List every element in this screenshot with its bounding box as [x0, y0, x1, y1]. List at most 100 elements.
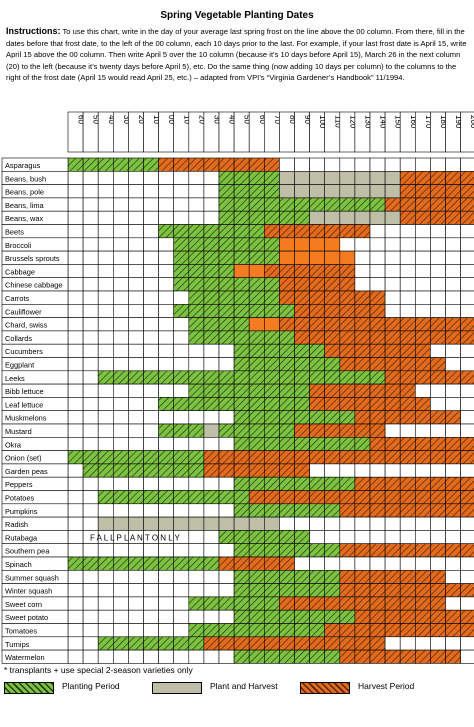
planting-cell: [294, 609, 310, 624]
harvest-cell: [354, 636, 371, 651]
harvest-cell: [399, 197, 416, 212]
crop-label: Brussels sprouts: [5, 254, 60, 263]
planting-cell: [218, 490, 235, 505]
empty-cell: [188, 171, 205, 185]
harvest-cell: [399, 503, 416, 518]
empty-cell: [369, 264, 386, 278]
planting-cell: [158, 463, 175, 478]
planting-cell: [188, 303, 205, 318]
empty-cell: [324, 530, 341, 545]
empty-cell: [399, 516, 416, 531]
planting-cell: [339, 436, 356, 451]
harvest-cell: [399, 543, 416, 558]
harvest-cell: [294, 490, 310, 505]
crop-labels: Asparagus Beans, bush Beans, pole Beans, li…: [1, 157, 180, 664]
planting-cell: [309, 649, 326, 664]
empty-cell: [384, 290, 401, 305]
planting-cell: [248, 530, 265, 545]
column-header-label: 40: [107, 115, 116, 124]
crop-label: Potatoes: [5, 494, 34, 503]
planting-cell: [324, 609, 341, 624]
harvest-cell: [414, 343, 431, 358]
harvest-cell: [354, 224, 371, 239]
harvest-cell: [309, 397, 326, 411]
column-header-label: 160: [409, 115, 418, 129]
harvest-cell: [414, 596, 431, 611]
empty-cell: [188, 609, 205, 624]
harvest-cell: [399, 370, 416, 385]
empty-cell: [414, 157, 431, 172]
planting-cell: [233, 410, 250, 425]
plant-harvest-cell: [248, 516, 265, 531]
planting-cell: [128, 157, 144, 172]
planting-cell: [309, 343, 326, 358]
planting-cell: [97, 490, 114, 505]
column-headers: 60 50 40 30 20 10 00 10 20 30 40 50 60 70 80 90 100 110 12…: [67, 111, 474, 153]
empty-cell: [82, 330, 99, 345]
harvest-cell: [369, 450, 386, 465]
empty-cell: [203, 343, 220, 358]
empty-cell: [143, 330, 159, 345]
plant-harvest-cell: [339, 210, 356, 225]
crop-label: Beans, lima: [5, 201, 45, 210]
empty-cell: [173, 383, 190, 398]
empty-cell: [460, 423, 474, 438]
column-header-label: 200: [469, 115, 474, 129]
harvest-cell: [460, 330, 474, 345]
harvest-cell: [445, 490, 461, 505]
harvest-cell: [399, 357, 416, 372]
empty-cell: [143, 303, 159, 318]
planting-cell: [203, 556, 220, 571]
crop-label: Cabbage: [5, 267, 35, 276]
harvest-cell: [173, 157, 190, 172]
planting-cell: [294, 370, 310, 385]
empty-cell: [188, 476, 205, 491]
plant-harvest-cell: [233, 516, 250, 531]
empty-cell: [97, 303, 114, 318]
empty-cell: [113, 503, 129, 518]
empty-cell: [158, 583, 175, 598]
empty-cell: [67, 250, 84, 265]
plant-harvest-cell: [369, 210, 386, 225]
planting-cell: [188, 490, 205, 505]
empty-cell: [188, 543, 205, 558]
empty-cell: [82, 423, 99, 438]
empty-cell: [158, 330, 175, 345]
planting-cell: [233, 317, 250, 332]
planting-cell: [263, 476, 280, 491]
empty-cell: [113, 476, 129, 491]
planting-cell: [113, 636, 129, 651]
harvest-cell: [324, 423, 341, 438]
planting-cell: [263, 609, 280, 624]
empty-cell: [294, 157, 310, 172]
harvest-cell: [279, 277, 295, 292]
harvest-cell: [279, 290, 295, 305]
empty-cell: [218, 343, 235, 358]
empty-cell: [143, 237, 159, 252]
empty-cell: [158, 436, 175, 451]
planting-cell: [233, 250, 250, 265]
empty-cell: [113, 290, 129, 305]
planting-cell: [173, 303, 190, 318]
empty-cell: [128, 171, 144, 185]
empty-cell: [173, 410, 190, 425]
empty-cell: [460, 636, 474, 651]
empty-cell: [158, 184, 175, 199]
column-header-label: 130: [363, 115, 372, 129]
legend-label-3: Harvest Period: [358, 681, 415, 691]
empty-cell: [399, 463, 416, 478]
harvest-cell: [399, 210, 416, 225]
empty-cell: [128, 317, 144, 332]
planting-cell: [263, 277, 280, 292]
planting-cell: [218, 530, 235, 545]
harvest-cell: [339, 450, 356, 465]
column-header-label: 80: [288, 115, 297, 124]
harvest-cell: [218, 556, 235, 571]
harvest-cell: [354, 357, 371, 372]
planting-cell: [233, 370, 250, 385]
column-header-label: 100: [318, 115, 327, 129]
planting-cell: [248, 503, 265, 518]
empty-cell: [203, 476, 220, 491]
empty-cell: [399, 264, 416, 278]
empty-cell: [339, 516, 356, 531]
